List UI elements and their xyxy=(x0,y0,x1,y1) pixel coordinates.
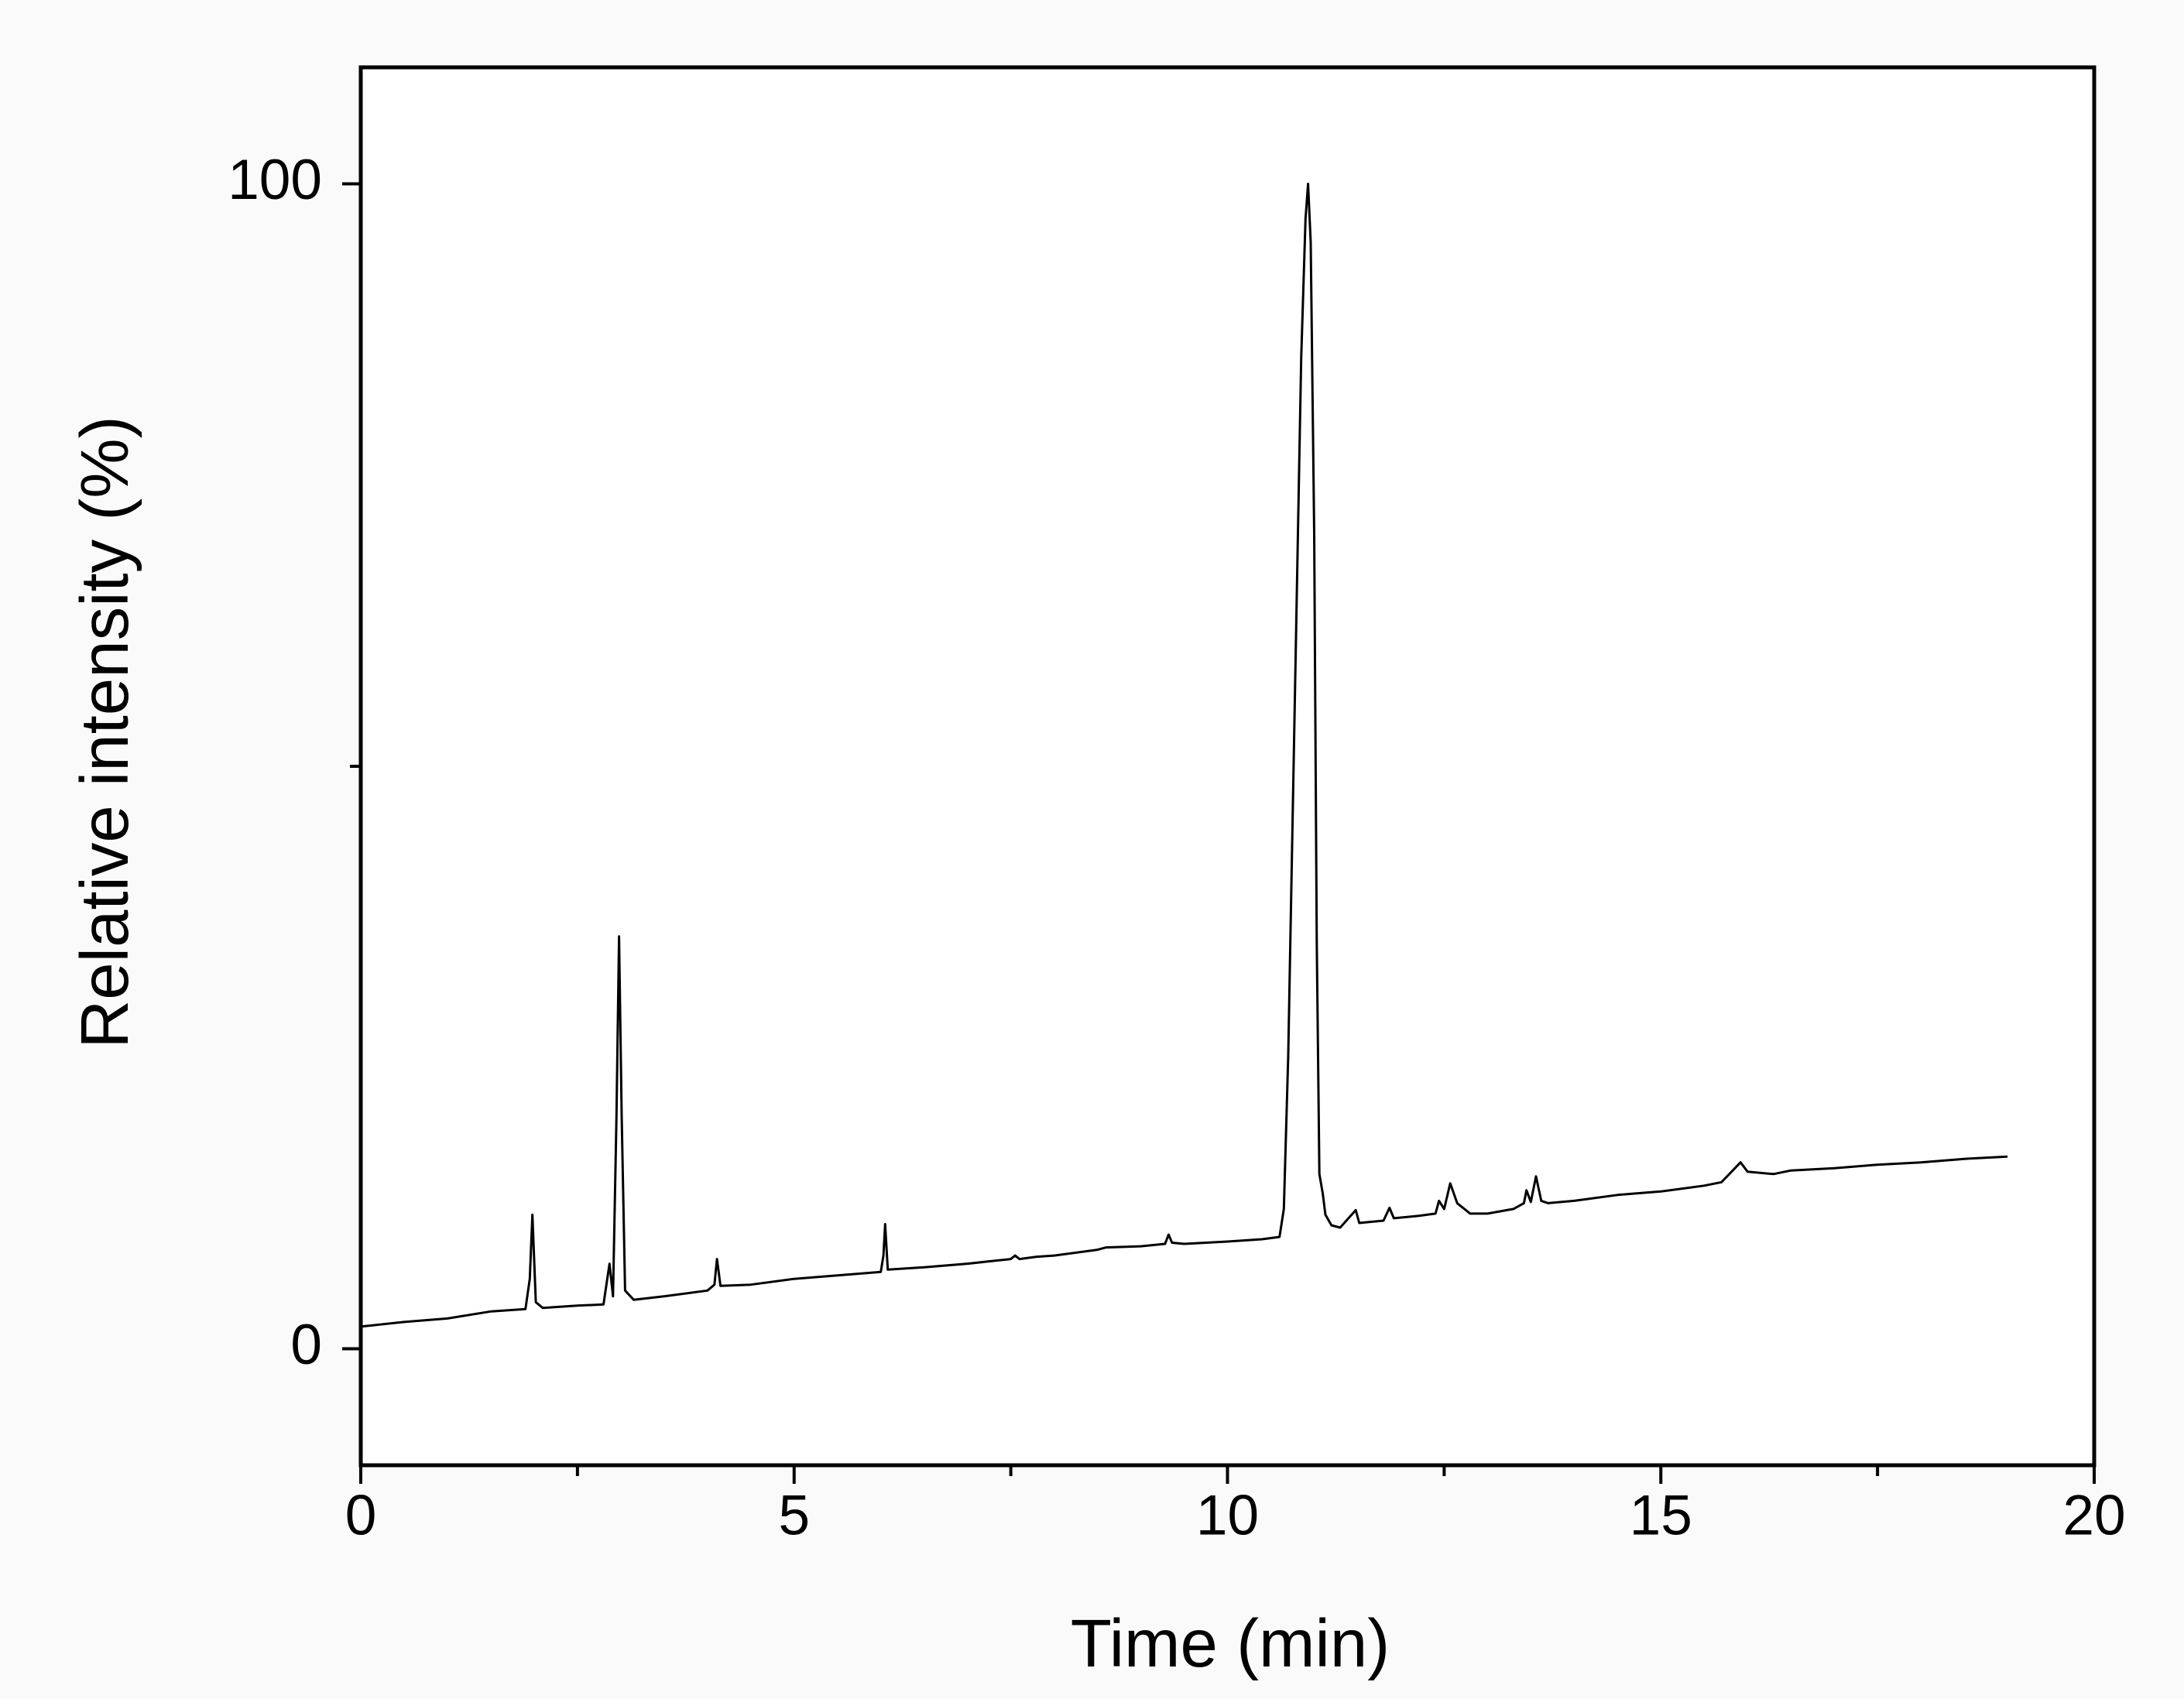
y-tick-label: 100 xyxy=(228,149,322,211)
x-tick-label: 15 xyxy=(1630,1484,1692,1547)
x-axis-title: Time (min) xyxy=(1071,1606,1390,1681)
y-tick-label: 0 xyxy=(290,1314,322,1376)
plot-frame xyxy=(358,65,2097,1468)
x-tick-label: 5 xyxy=(778,1484,810,1547)
x-tick-label: 10 xyxy=(1196,1484,1259,1547)
x-tick-label: 0 xyxy=(345,1484,377,1547)
data-line xyxy=(360,183,2008,1328)
x-tick-label: 20 xyxy=(2062,1484,2125,1547)
y-axis-title: Relative intensity (%) xyxy=(67,416,142,1048)
